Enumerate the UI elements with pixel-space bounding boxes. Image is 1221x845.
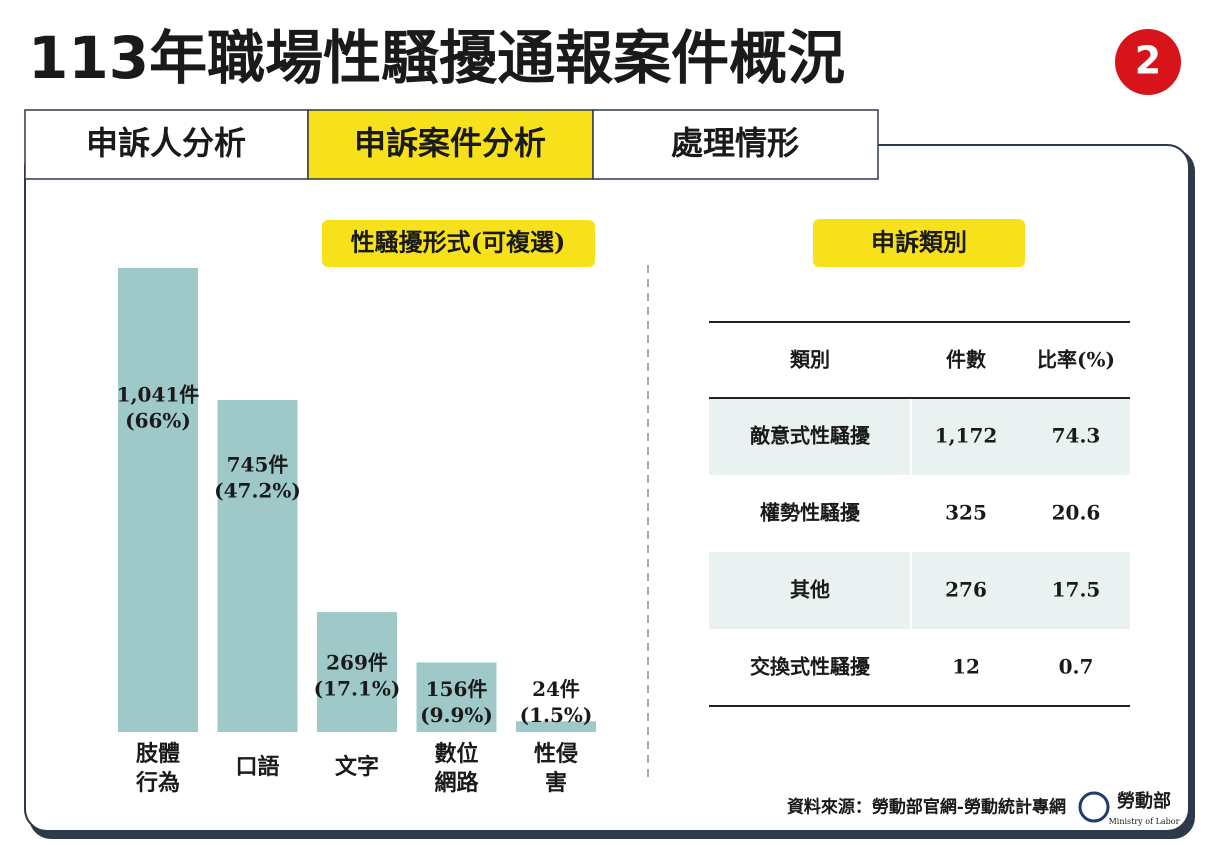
logo-en: Ministry of Labor [1109, 817, 1180, 826]
badge [1115, 29, 1181, 95]
category-label: 數位網路 [434, 741, 479, 796]
table-cell: 其他 [790, 578, 830, 602]
chart-title-bg [322, 220, 595, 267]
percent-label: (1.5%) [520, 703, 593, 727]
bar [516, 721, 596, 732]
table-cell: 0.7 [1059, 655, 1094, 679]
source: 資料來源：勞動部官網-勞動統計專網 [787, 797, 1066, 818]
table-cell: 325 [945, 501, 987, 525]
category-label: 性侵害 [534, 741, 578, 796]
table-title: 申訴類別 [871, 228, 967, 257]
percent-label: (17.1%) [314, 677, 401, 701]
page-title: 113年職場性騷擾通報案件概況 [28, 24, 845, 92]
value-label: 745件 [227, 452, 289, 476]
logo: 勞動部 [1117, 790, 1171, 812]
bar [217, 399, 298, 732]
table-cell: 74.3 [1052, 424, 1101, 448]
row-bg [709, 552, 1130, 629]
bar [118, 268, 198, 732]
table-cell: 20.6 [1052, 501, 1101, 525]
badge-label: 2 [1135, 39, 1161, 83]
tab-label[interactable]: 申訴人分析 [86, 124, 246, 162]
table-header: 比率(%) [1037, 348, 1115, 372]
category-label: 口語 [235, 754, 279, 780]
row-bg [709, 398, 1130, 475]
value-label: 269件 [326, 651, 388, 675]
value-label: 156件 [426, 677, 488, 701]
table-cell: 17.5 [1052, 578, 1101, 602]
table-cell: 276 [945, 578, 987, 602]
value-label: 1,041件 [117, 383, 200, 407]
table-header: 件數 [946, 348, 986, 372]
tab-label[interactable]: 處理情形 [671, 124, 799, 162]
table-title-bg [813, 219, 1025, 267]
value-label: 24件 [532, 677, 580, 701]
table-header: 類別 [790, 348, 830, 372]
table-cell: 交換式性騷擾 [750, 655, 871, 679]
table-cell: 1,172 [935, 424, 998, 448]
percent-label: (47.2%) [214, 478, 301, 502]
bar [416, 662, 497, 732]
chart-title: 性騷擾形式(可複選) [351, 228, 566, 257]
tab-label[interactable]: 申訴案件分析 [354, 124, 546, 162]
percent-label: (66%) [125, 409, 191, 433]
table-cell: 權勢性騷擾 [760, 501, 861, 525]
table-cell: 12 [952, 655, 980, 679]
logo-icon [1078, 791, 1110, 823]
tab[interactable] [24, 109, 309, 180]
percent-label: (9.9%) [420, 703, 493, 727]
category-label: 肢體行為 [135, 741, 180, 796]
category-label: 文字 [335, 754, 379, 780]
bar [317, 612, 397, 732]
tab[interactable] [592, 109, 879, 180]
table-cell: 敵意式性騷擾 [750, 424, 871, 448]
